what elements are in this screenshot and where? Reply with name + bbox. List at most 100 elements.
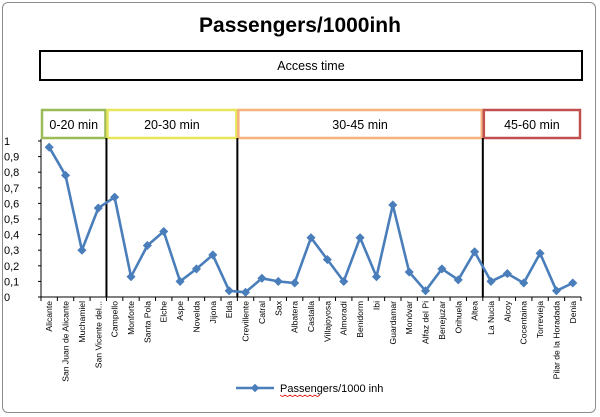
data-point <box>388 200 398 210</box>
band-box-20-30-min <box>106 108 238 140</box>
data-point <box>208 250 218 260</box>
x-tick-label: San Vicente del... <box>93 301 103 368</box>
x-tick-label: Elda <box>224 301 234 318</box>
x-tick-label: Crevillente <box>241 301 251 342</box>
data-point <box>44 142 54 152</box>
x-tick-label: Villajoyosa <box>322 301 332 342</box>
y-tick-label: 0,9 <box>4 152 19 164</box>
band-label-0-20-min: 0-20 min <box>49 118 98 132</box>
series-line <box>48 146 574 294</box>
x-tick-label: Alicante <box>44 301 54 332</box>
spellcheck-underline <box>279 394 321 398</box>
x-tick-label: Cocentaina <box>519 301 529 345</box>
y-tick-label: 0,2 <box>4 261 19 273</box>
access-time-banner: Access time <box>39 50 583 81</box>
x-tick-label: Alfaz del Pi <box>421 301 431 344</box>
data-point <box>159 226 169 237</box>
y-tick-label: 0,3 <box>4 245 19 257</box>
x-tick-label: Orihuela <box>453 301 463 334</box>
data-point <box>322 254 333 265</box>
access-time-box <box>39 50 583 81</box>
band-box-45-60-min <box>482 108 582 140</box>
y-tick-labels: 0 0,1 0,2 0,3 0,4 0,5 0,6 0,7 0,8 0,9 1 <box>4 136 41 304</box>
data-point <box>109 192 120 202</box>
data-point <box>404 267 414 277</box>
data-point <box>355 233 365 243</box>
x-tick-label: Torrevieja <box>535 301 545 338</box>
data-point <box>93 203 103 213</box>
band-label-20-30-min: 20-30 min <box>144 118 200 132</box>
x-tick-label: Guardamar <box>388 301 398 345</box>
data-point <box>273 276 283 287</box>
x-tick-label: Benidorm <box>355 301 365 338</box>
x-tick-label: Novelda <box>191 301 201 333</box>
data-point <box>224 286 234 296</box>
data-point <box>60 170 71 180</box>
data-point <box>437 264 447 274</box>
x-tick-label: Catral <box>257 301 267 324</box>
x-tick-label: Santa Pola <box>142 301 152 343</box>
y-tick-label: 0,7 <box>4 183 19 195</box>
y-tick-label: 1 <box>4 136 10 148</box>
x-tick-label: Denia <box>568 301 578 324</box>
y-tick-label: 0,8 <box>4 167 19 179</box>
y-tick-label: 0 <box>4 292 10 304</box>
x-tick-label: Ibi <box>371 301 381 310</box>
data-point <box>502 268 513 279</box>
band-box-0-20-min <box>40 108 107 140</box>
x-tick-label: Jijona <box>208 301 218 324</box>
data-point <box>469 247 480 257</box>
data-point <box>289 278 300 288</box>
x-tick-label: Pilar de la Horadada <box>551 301 561 380</box>
x-tick-label: La Nucia <box>486 301 496 335</box>
x-tick-label: Altea <box>470 301 480 321</box>
x-tick-label: Aspe <box>175 301 185 321</box>
legend: Passengers/1000 inh <box>236 383 383 398</box>
y-tick-label: 0,6 <box>4 198 19 210</box>
data-point <box>535 248 545 258</box>
band-label-30-45-min: 30-45 min <box>332 118 388 132</box>
data-point <box>486 276 496 287</box>
data-point <box>175 276 185 287</box>
data-point <box>126 272 136 282</box>
chart-title: Passengers/1000inh <box>199 14 401 37</box>
data-point <box>257 273 267 283</box>
band-dividers <box>105 138 484 297</box>
y-tick-label: 0,1 <box>4 276 19 288</box>
x-tick-label: Albatera <box>290 301 300 333</box>
x-tick-label: Benejuzar <box>437 301 447 340</box>
x-tick-label: Elche <box>159 301 169 323</box>
x-tick-label: Muchamiel <box>77 301 87 343</box>
data-point <box>453 275 463 285</box>
band-label-45-60-min: 45-60 min <box>504 118 560 132</box>
data-point <box>551 286 562 296</box>
y-tick-label: 0,4 <box>4 230 19 242</box>
y-tick-label: 0,5 <box>4 214 19 226</box>
time-bands: 0-20 min 20-30 min 30-45 min 45-60 min <box>40 108 582 140</box>
x-tick-label: Monóvar <box>404 301 414 335</box>
data-point <box>519 278 529 288</box>
x-tick-label: Alcoy <box>502 300 512 322</box>
x-tick-label: San Juan de Alicante <box>61 301 71 382</box>
x-tick-label: Castalla <box>306 301 316 332</box>
data-point <box>339 276 349 287</box>
legend-marker <box>250 383 260 393</box>
band-box-30-45-min <box>237 108 484 140</box>
data-point <box>77 245 87 255</box>
access-time-label: Access time <box>277 59 344 73</box>
x-tick-labels: Alicante San Juan de Alicante Muchamiel San… <box>44 300 578 381</box>
data-point <box>142 240 153 251</box>
data-point <box>191 264 202 274</box>
x-tick-label: Almoradí <box>339 300 349 335</box>
axes <box>40 139 582 301</box>
data-point <box>568 278 578 288</box>
x-tick-label: Campello <box>110 301 120 338</box>
data-point <box>306 233 316 243</box>
x-tick-label: Monforte <box>126 301 136 335</box>
data-point <box>240 287 251 297</box>
data-point <box>371 272 382 282</box>
data-point <box>420 286 431 296</box>
legend-label: Passengers/1000 inh <box>280 383 383 395</box>
series-passengers <box>44 142 578 297</box>
